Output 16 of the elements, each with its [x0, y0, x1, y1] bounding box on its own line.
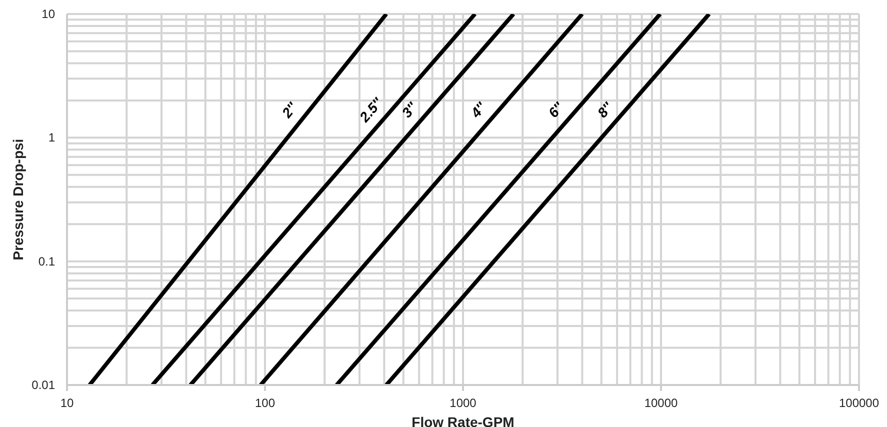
y-tick-label: 0.1: [38, 254, 56, 268]
x-tick-label: 1000: [450, 396, 477, 410]
text: 4″: [466, 98, 490, 122]
y-tick-label: 10: [42, 7, 56, 21]
y-tick-label: 1: [48, 130, 56, 145]
text: 8″: [594, 98, 617, 121]
x-tick-label: 100: [254, 396, 276, 410]
y-axis-title: Pressure Drop-psi: [10, 138, 26, 260]
text: 6″: [544, 98, 568, 121]
x-tick-label: 100000: [838, 396, 880, 410]
y-tick-label: 0.01: [32, 378, 56, 392]
x-axis-title: Flow Rate-GPM: [412, 414, 514, 427]
x-tick-label: 10: [60, 396, 74, 410]
text: 2″: [278, 98, 301, 122]
text: 3″: [398, 98, 421, 121]
x-tick-label: 10000: [644, 396, 678, 410]
